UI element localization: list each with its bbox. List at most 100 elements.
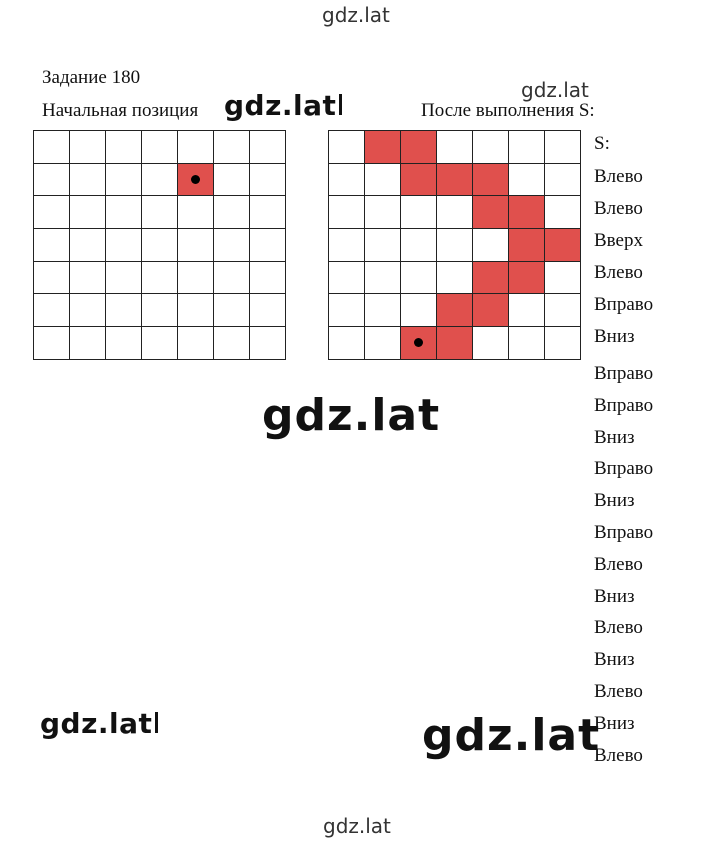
grid-cell [509,294,545,327]
command-item: Вниз [594,587,635,606]
grid-cell [545,229,581,262]
grid-cell [214,262,250,295]
grid-cell [329,229,365,262]
grid-cell [250,229,286,262]
command-item: Вниз [594,428,635,447]
grid-cell [250,131,286,164]
command-item: Вправо [594,459,653,478]
command-item: S: [594,134,610,153]
grid-cell [178,164,214,197]
grid-cell [365,131,401,164]
grid-cell [329,262,365,295]
grid-cell [142,196,178,229]
grid-cell [70,229,106,262]
watermark-bottom-right: gdz.lat [422,714,600,758]
command-item: Вправо [594,523,653,542]
grid-cell [365,262,401,295]
task-title: Задание 180 [42,68,140,87]
grid-cell [70,131,106,164]
grid-cell [509,196,545,229]
command-item: Вниз [594,327,635,346]
command-item: Влево [594,618,643,637]
grid-cell [34,327,70,360]
grid-cell [214,229,250,262]
grid-cell [473,327,509,360]
grid-cell [178,294,214,327]
grid-cell [545,327,581,360]
grid-cell [437,294,473,327]
after-execution-label: После выполнения S: [421,101,595,120]
grid-cell [250,196,286,229]
grid-cell [473,196,509,229]
grid-cell [178,196,214,229]
grid-cell [401,294,437,327]
command-item: Влево [594,555,643,574]
command-item: Влево [594,682,643,701]
grid-cell [214,131,250,164]
grid-cell [178,327,214,360]
grid-cell [178,131,214,164]
grid-cell [401,229,437,262]
grid-cell [70,196,106,229]
grid-cell [401,164,437,197]
grid-cell [214,164,250,197]
command-item: Вверх [594,231,643,250]
command-item: Влево [594,167,643,186]
grid-cell [214,294,250,327]
grid-cell [142,229,178,262]
start-grid [33,130,286,360]
grid-cell [329,294,365,327]
grid-cell [142,164,178,197]
grid-cell [106,262,142,295]
grid-cell [178,262,214,295]
robot-dot [191,175,200,184]
grid-cell [106,164,142,197]
grid-cell [106,229,142,262]
grid-cell [106,327,142,360]
grid-cell [437,196,473,229]
grid-cell [437,327,473,360]
watermark-bottom-left: gdz.lat [40,710,158,738]
grid-cell [473,294,509,327]
command-item: Влево [594,263,643,282]
grid-cell [545,262,581,295]
grid-cell [250,327,286,360]
command-item: Влево [594,746,643,765]
grid-cell [365,229,401,262]
grid-cell [401,131,437,164]
grid-cell [34,262,70,295]
command-item: Вниз [594,714,635,733]
watermark-center: gdz.lat [262,394,440,438]
grid-cell [509,327,545,360]
command-item: Вниз [594,650,635,669]
grid-cell [473,131,509,164]
grid-cell [401,327,437,360]
grid-cell [437,229,473,262]
grid-cell [70,327,106,360]
command-item: Вправо [594,396,653,415]
grid-cell [545,196,581,229]
grid-cell [106,294,142,327]
grid-cell [250,164,286,197]
grid-cell [34,294,70,327]
grid-cell [34,229,70,262]
grid-cell [214,327,250,360]
grid-cell [329,131,365,164]
grid-cell [473,164,509,197]
grid-cell [70,164,106,197]
grid-cell [250,262,286,295]
grid-cell [70,294,106,327]
grid-cell [106,131,142,164]
grid-cell [545,131,581,164]
grid-cell [34,164,70,197]
grid-cell [473,262,509,295]
grid-cell [509,164,545,197]
command-item: Влево [594,199,643,218]
grid-cell [545,164,581,197]
grid-cell [142,262,178,295]
grid-cell [142,327,178,360]
grid-cell [329,327,365,360]
watermark-bottom: gdz.lat [323,816,391,836]
grid-cell [250,294,286,327]
grid-cell [437,131,473,164]
